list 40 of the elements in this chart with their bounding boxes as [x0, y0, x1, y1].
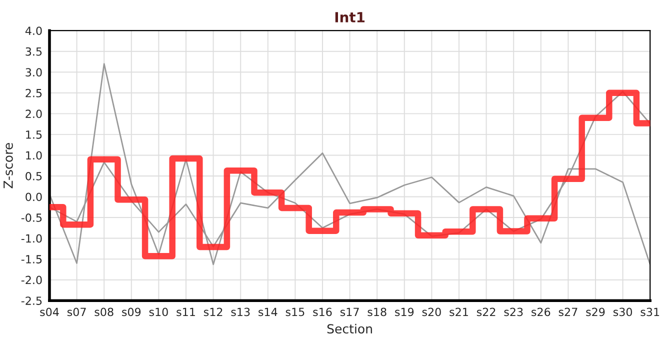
x-tick-label: s31 [640, 308, 660, 316]
x-tick-label: s27 [558, 308, 578, 316]
y-tick-label: 3.5 [26, 47, 42, 56]
x-tick-label: s17 [340, 308, 359, 316]
x-tick-label: s13 [231, 308, 250, 316]
y-tick-label: 3.0 [26, 68, 42, 77]
x-tick-label: s19 [395, 308, 414, 316]
x-tick-label: s22 [476, 308, 496, 316]
x-tick-label: s10 [149, 308, 168, 316]
y-tick-label: -0.5 [21, 214, 42, 222]
y-tick-label: 0.5 [26, 172, 42, 180]
x-tick-label: s20 [422, 308, 441, 316]
y-tick-label: 1.5 [26, 130, 42, 139]
x-tick-label: s11 [176, 308, 195, 316]
x-tick-label: s29 [586, 308, 605, 316]
y-tick-label: 1.0 [26, 151, 42, 160]
x-tick-label: s12 [204, 308, 222, 316]
x-tick-label: s08 [94, 308, 114, 316]
x-tick-label: s09 [122, 308, 141, 316]
y-tick-label: 2.5 [26, 88, 42, 98]
x-tick-label: s16 [313, 308, 332, 316]
x-tick-label: s14 [258, 308, 278, 316]
y-tick-label: -1.0 [21, 234, 42, 243]
x-tick-label: s23 [504, 308, 523, 316]
y-tick-label: 2.0 [26, 110, 42, 118]
y-axis-title: Z-score [4, 143, 13, 188]
y-tick-label: -2.0 [21, 276, 42, 284]
y-tick-label: -1.5 [21, 255, 42, 264]
x-tick-label: s21 [450, 308, 468, 316]
y-tick-label: -2.5 [21, 296, 42, 305]
x-axis-title: Section [327, 324, 372, 334]
x-tick-label: s30 [613, 308, 632, 316]
x-tick-label: s15 [286, 308, 304, 316]
chart-title: Int1 [335, 12, 365, 22]
y-tick-label: 0.0 [26, 192, 42, 202]
x-tick-label: s04 [40, 308, 59, 316]
x-tick-label: s07 [67, 308, 86, 316]
x-tick-label: s26 [532, 308, 550, 316]
y-tick-label: 4.0 [25, 26, 42, 35]
x-tick-label: s18 [368, 308, 386, 316]
